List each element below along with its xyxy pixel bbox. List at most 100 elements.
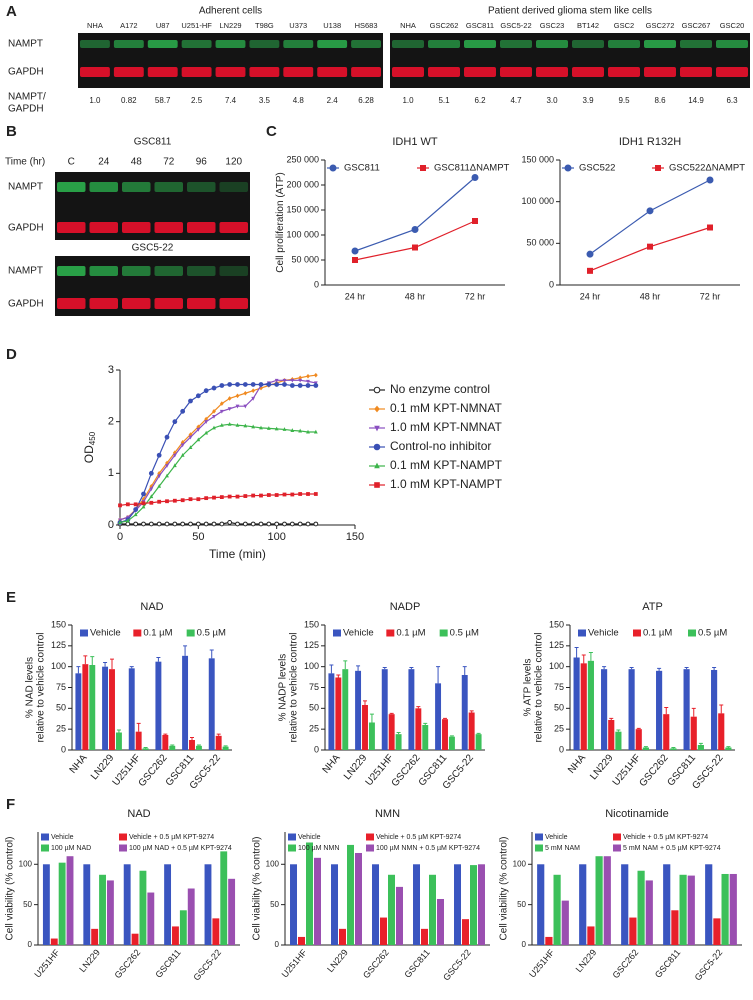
- marker: [306, 373, 310, 379]
- legend-label: 0.5 µM: [197, 628, 226, 639]
- error-bar: [719, 704, 724, 714]
- bar: [697, 745, 704, 750]
- bar: [339, 928, 346, 945]
- marker: [157, 474, 162, 479]
- band: [351, 40, 381, 48]
- band: [317, 67, 348, 77]
- panel-label: E: [6, 589, 16, 606]
- band: [122, 182, 151, 192]
- error-bar: [602, 666, 607, 670]
- band: [219, 298, 248, 309]
- marker: [706, 176, 714, 184]
- band: [57, 222, 86, 233]
- band: [608, 67, 640, 77]
- bar: [187, 888, 195, 945]
- legend-label: GSC522ΔNAMPT: [669, 163, 745, 174]
- bar: [381, 669, 388, 750]
- y-tick-label: 0: [314, 279, 319, 289]
- marker: [251, 396, 256, 401]
- error-bar: [712, 667, 717, 670]
- marker: [219, 401, 224, 406]
- marker: [133, 507, 139, 512]
- ratio-value: 9.5: [618, 96, 630, 105]
- marker: [212, 409, 216, 414]
- marker: [227, 407, 232, 412]
- chart-title: NMN: [375, 808, 400, 820]
- bar: [298, 936, 305, 945]
- bar: [656, 670, 663, 750]
- blot-background: [55, 172, 250, 240]
- panel-label: F: [6, 796, 15, 813]
- error-bar: [691, 707, 696, 717]
- legend-swatch: [613, 844, 621, 852]
- panel-label: C: [266, 123, 277, 140]
- bar: [442, 719, 448, 750]
- legend-label: No enzyme control: [390, 382, 490, 396]
- bar: [537, 864, 545, 945]
- bar: [461, 675, 468, 750]
- band: [80, 40, 110, 48]
- band: [608, 40, 640, 48]
- band: [464, 67, 496, 77]
- ratio-value: 4.8: [293, 96, 305, 105]
- bar: [629, 917, 637, 945]
- row-label: GAPDH: [8, 104, 44, 115]
- blot-title: GSC811: [134, 137, 172, 148]
- lane-label: GSC23: [540, 21, 565, 30]
- lane-label: GSC2: [614, 21, 634, 30]
- error-bar: [329, 664, 334, 674]
- y-axis-label: % ATP levels: [523, 659, 534, 717]
- marker: [149, 483, 154, 489]
- band: [89, 266, 118, 276]
- y-tick-label: 150: [549, 619, 564, 629]
- marker: [420, 165, 426, 171]
- marker: [374, 462, 380, 469]
- row-label: NAMPT: [8, 39, 43, 50]
- band: [147, 40, 178, 48]
- marker: [313, 372, 318, 378]
- marker: [164, 434, 170, 440]
- row-label: NAMPT: [8, 266, 43, 277]
- bar: [142, 748, 149, 750]
- lane-label: U87: [156, 21, 170, 30]
- bar: [91, 928, 99, 945]
- y-axis-label: Cell viability (% control): [5, 837, 16, 941]
- band: [187, 266, 216, 276]
- bar: [102, 666, 109, 750]
- marker: [204, 430, 209, 435]
- y-axis-label: relative to vehicle control: [534, 632, 545, 742]
- band: [536, 67, 568, 77]
- lane-label: U251-HF: [181, 21, 212, 30]
- marker: [172, 521, 178, 527]
- band: [154, 298, 183, 309]
- marker: [188, 398, 193, 404]
- marker: [125, 518, 130, 523]
- bar: [721, 873, 729, 945]
- bar: [475, 734, 482, 750]
- bar: [362, 705, 368, 750]
- bar: [705, 864, 713, 945]
- marker: [282, 382, 287, 387]
- marker: [655, 165, 661, 171]
- legend-label: GSC522: [579, 163, 615, 174]
- band: [57, 182, 86, 192]
- marker: [227, 520, 233, 525]
- y-tick-label: 100: [51, 661, 66, 671]
- marker: [180, 498, 185, 503]
- marker: [149, 494, 154, 499]
- bar: [131, 933, 139, 945]
- x-tick-label: 0: [117, 531, 123, 543]
- marker: [289, 383, 295, 388]
- marker: [329, 164, 337, 172]
- bar: [179, 910, 187, 945]
- legend-swatch: [535, 844, 543, 852]
- marker: [165, 473, 169, 478]
- marker: [165, 499, 169, 504]
- bar: [208, 658, 215, 750]
- band: [351, 67, 381, 77]
- y-tick-label: 2: [108, 416, 114, 428]
- bar: [462, 919, 469, 945]
- marker: [266, 493, 271, 497]
- bar: [147, 892, 155, 945]
- error-bar: [581, 654, 586, 664]
